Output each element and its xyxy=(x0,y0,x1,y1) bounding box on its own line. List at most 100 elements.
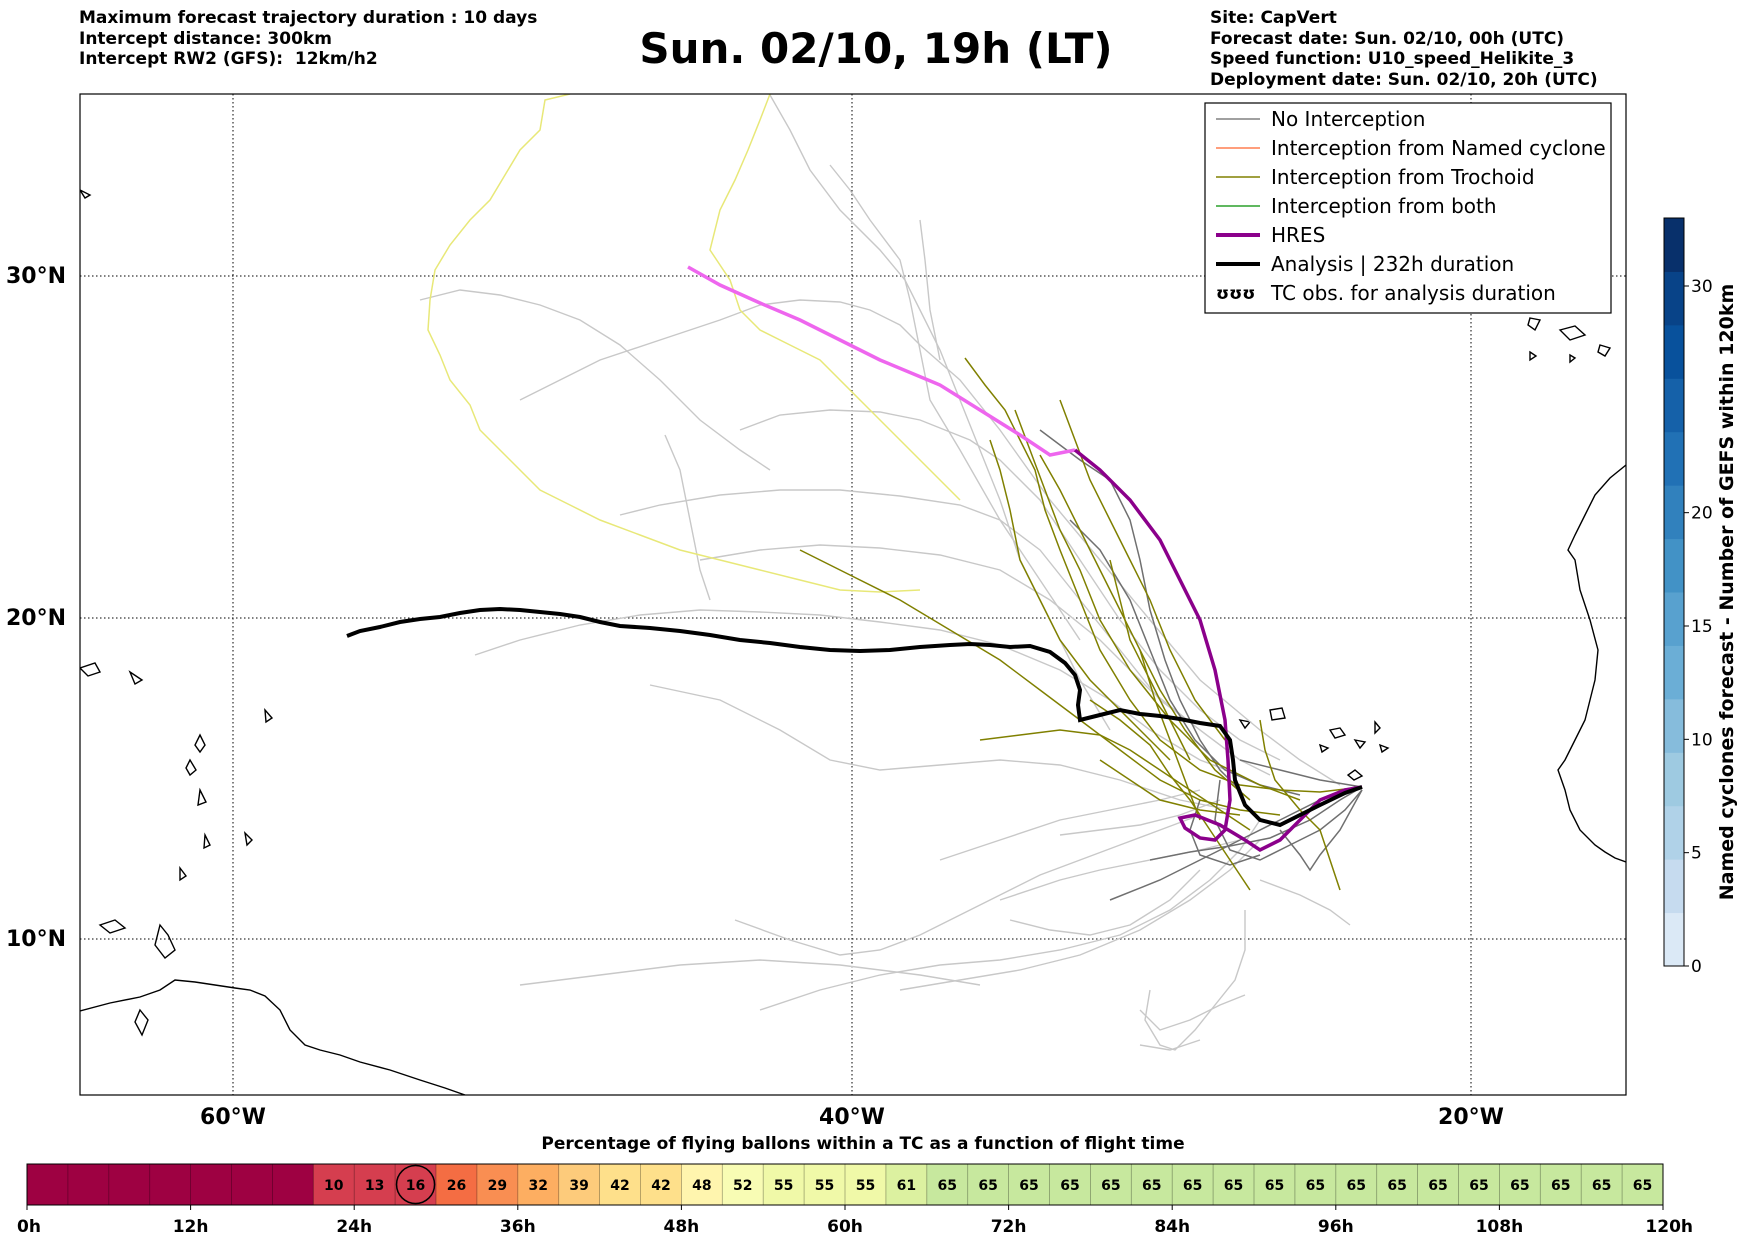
trajectory-21 xyxy=(1059,799,1221,836)
timeline-cell xyxy=(1008,1164,1050,1205)
trochoid-11 xyxy=(1139,649,1201,821)
trajectory-11 xyxy=(1144,910,1246,1051)
island-antilles-6 xyxy=(243,830,253,847)
timeline-cell-value: 65 xyxy=(1592,1178,1611,1194)
timeline-cell xyxy=(1172,1164,1214,1205)
island-capvert-4 xyxy=(1378,743,1390,754)
island-hispaniola xyxy=(98,919,127,934)
timeline-cell-value: 65 xyxy=(1510,1178,1529,1194)
timeline-cell-value: 65 xyxy=(1428,1178,1447,1194)
island-capvert-5 xyxy=(1346,769,1364,781)
timeline-empty-cell xyxy=(272,1164,314,1205)
colorbar-cell xyxy=(1664,271,1684,326)
timeline-empty-cell xyxy=(27,1164,69,1205)
timeline: Percentage of flying ballons within a TC… xyxy=(17,1134,1693,1237)
timeline-cell-value: 16 xyxy=(406,1178,425,1194)
trajectory-13 xyxy=(939,789,1201,861)
timeline-cell-value: 65 xyxy=(1224,1178,1243,1194)
timeline-cell xyxy=(967,1164,1010,1205)
trajectory-12 xyxy=(1139,994,1246,1031)
legend-label-3: Interception from both xyxy=(1271,194,1497,218)
island-caribbean-3 xyxy=(264,707,274,724)
timeline-cell-value: 10 xyxy=(324,1178,344,1194)
timeline-cell-value: 29 xyxy=(488,1178,507,1194)
trajectory-23 xyxy=(1139,1039,1201,1051)
trajectory-9 xyxy=(759,819,1261,1011)
hres-trajectory xyxy=(1073,448,1363,853)
island-antilles-2 xyxy=(185,758,197,777)
timeline-cell-value: 13 xyxy=(365,1178,384,1194)
timeline-axis-label: 24h xyxy=(336,1217,372,1237)
timeline-axis-label: 36h xyxy=(500,1217,536,1237)
timeline-cell xyxy=(1090,1164,1132,1205)
colorbar-cell xyxy=(1664,698,1684,753)
trajectory-19 xyxy=(664,434,711,601)
timeline-cell-value: 65 xyxy=(1633,1178,1652,1194)
trochoid-3 xyxy=(989,439,1171,761)
timeline-cell-value: 39 xyxy=(569,1178,588,1194)
trochoid-7 xyxy=(979,729,1251,831)
legend-label-2: Interception from Trochoid xyxy=(1271,165,1535,189)
colorbar-tick-label: 20 xyxy=(1691,504,1713,524)
island-caribbean-2 xyxy=(128,670,144,686)
timeline-cell xyxy=(1499,1164,1541,1205)
trajectory-8 xyxy=(734,814,1201,956)
island-antilles-1 xyxy=(194,733,206,754)
trajectory-15 xyxy=(1259,879,1351,926)
colorbar-tick-label: 15 xyxy=(1691,617,1713,637)
timeline-cell-value: 48 xyxy=(692,1178,711,1194)
colorbar: 0 5 10 15 20 30 Named cyclones forecast - Num… xyxy=(1663,217,1738,977)
trajectory-4 xyxy=(699,544,1241,761)
island-martinique-area xyxy=(154,923,176,959)
island-capvert-7 xyxy=(1269,707,1286,721)
trajectory-2 xyxy=(739,409,1281,761)
timeline-cell xyxy=(1254,1164,1296,1205)
timeline-cell xyxy=(599,1164,641,1205)
timeline-cell xyxy=(354,1164,396,1205)
timeline-cell-value: 65 xyxy=(1306,1178,1325,1194)
south-america-coast xyxy=(80,979,466,1095)
timeline-cell-value: 26 xyxy=(447,1178,466,1194)
trajectory-17 xyxy=(829,164,1081,641)
trochoid-1 xyxy=(964,357,1363,793)
map-frame xyxy=(79,93,1627,1096)
timeline-current-marker xyxy=(395,1164,436,1205)
header-left: Maximum forecast trajectory duration : 1… xyxy=(79,8,537,70)
timeline-cell-value: 55 xyxy=(856,1178,875,1194)
no-interception-trajectories xyxy=(1039,429,1363,901)
island-canary-5 xyxy=(1529,350,1538,362)
timeline-cell-value: 55 xyxy=(774,1178,793,1194)
island-capvert-6 xyxy=(1318,743,1330,754)
island-antilles-4 xyxy=(203,832,211,850)
trajectory-22 xyxy=(1009,869,1201,936)
trochoid-12 xyxy=(1099,759,1241,816)
colorbar-tick-label: 10 xyxy=(1691,730,1713,750)
timeline-cell xyxy=(1540,1164,1582,1205)
no-int-7 xyxy=(1239,759,1363,788)
colorbar-cell xyxy=(1664,805,1684,860)
colorbar-cell xyxy=(1664,378,1684,433)
colorbar-cell xyxy=(1664,859,1684,914)
timeline-cell-value: 52 xyxy=(733,1178,752,1194)
timeline-empty-cell xyxy=(67,1164,110,1205)
timeline-axis-label: 96h xyxy=(1318,1217,1354,1237)
island-trinidad xyxy=(134,1008,149,1037)
header-speed-function: Speed function: U10_speed_Helikite_3 xyxy=(1210,49,1575,69)
trochoid-contour xyxy=(427,94,961,593)
island-antilles-3 xyxy=(197,787,207,807)
island-canary-3 xyxy=(1597,344,1612,357)
hres-early-segment xyxy=(687,265,1076,457)
legend-label-4: HRES xyxy=(1271,223,1325,247)
colorbar-cell xyxy=(1664,431,1684,486)
timeline-cell xyxy=(517,1164,560,1205)
timeline-cell xyxy=(681,1164,723,1205)
no-int-5 xyxy=(1149,786,1363,861)
colorbar-cell xyxy=(1664,592,1684,646)
timeline-cell xyxy=(313,1164,355,1205)
timeline-cell xyxy=(436,1164,478,1205)
colorbar-cell xyxy=(1664,485,1684,540)
map-tick-labels: 30°N 20°N 10°N 60°W 40°W 20°W xyxy=(6,264,1504,1130)
header-site: Site: CapVert xyxy=(1210,8,1337,28)
trochoid-contour-right xyxy=(709,94,961,501)
